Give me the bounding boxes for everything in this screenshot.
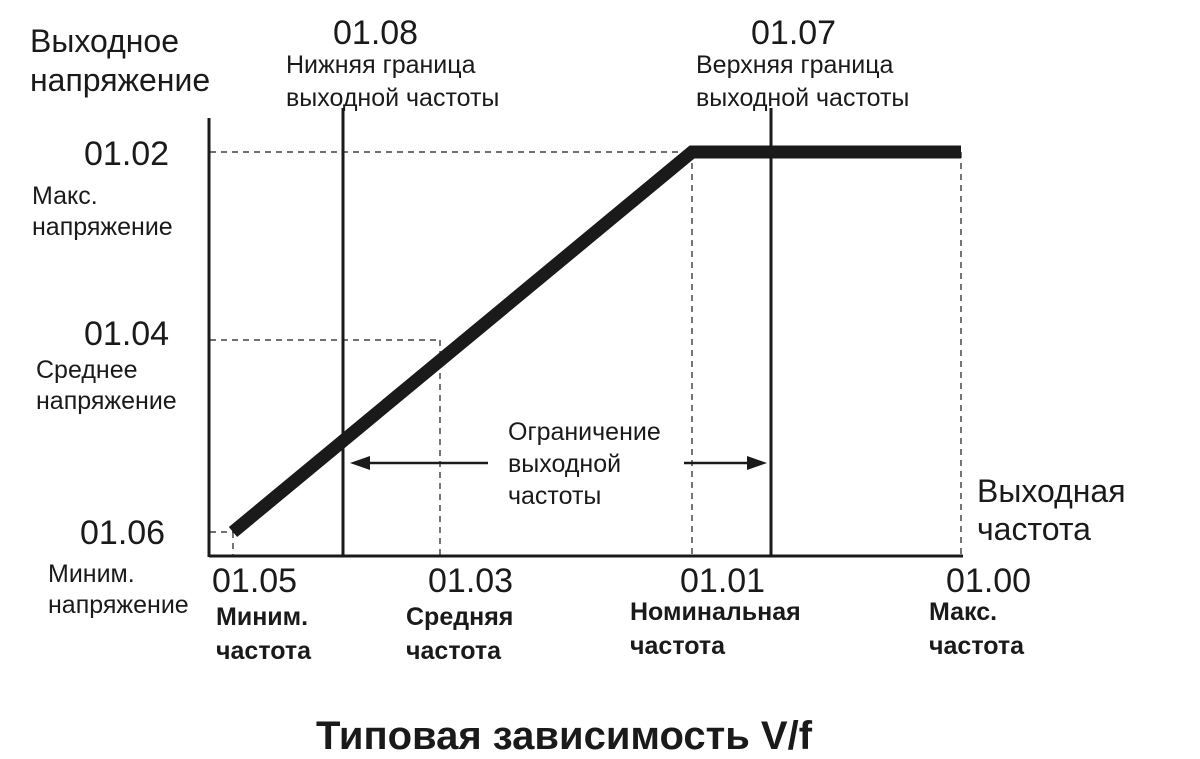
mid-frequency-label-line-2: частота [406, 637, 502, 665]
y-axis-title: Выходное напряжение [30, 23, 210, 98]
limit-range-label-line-1: Ограничение [508, 418, 661, 446]
guide-lines [210, 151, 962, 556]
max-frequency-code: 01.00 [946, 562, 1031, 600]
max-voltage-label-line-2: напряжение [32, 213, 173, 241]
base-frequency-label-line-1: Номинальная [630, 598, 801, 626]
mid-frequency-code: 01.03 [428, 562, 513, 600]
min-voltage-label: Миним. напряжение [48, 560, 189, 619]
max-frequency-label-line-2: частота [929, 632, 1025, 660]
lower-limit-code: 01.08 [333, 14, 418, 52]
lower-limit-label-line-1: Нижняя граница [286, 51, 476, 79]
limit-range-label-line-2: выходной [508, 450, 621, 478]
mid-voltage-label-line-1: Среднее [36, 356, 138, 384]
mid-voltage-code: 01.04 [84, 315, 169, 353]
min-frequency-label-line-1: Миним. [216, 603, 308, 631]
limit-range-arrows [350, 456, 767, 470]
max-frequency-label: Макс. частота [929, 598, 1025, 660]
base-frequency-code: 01.01 [680, 562, 765, 600]
x-axis-title-line-1: Выходная [977, 473, 1126, 509]
min-voltage-label-line-1: Миним. [48, 560, 135, 588]
min-frequency-label-line-2: частота [216, 637, 312, 665]
min-frequency-label: Миним. частота [216, 603, 315, 665]
min-frequency-code: 01.05 [212, 562, 297, 600]
max-voltage-label-line-1: Макс. [32, 182, 98, 210]
right-arrow-head [747, 456, 767, 470]
lower-limit-label-line-2: выходной частоты [286, 84, 499, 112]
max-voltage-code: 01.02 [84, 135, 169, 173]
mid-voltage-label: Среднее напряжение [36, 356, 177, 415]
mid-voltage-label-line-2: напряжение [36, 387, 177, 415]
upper-limit-label-line-2: выходной частоты [696, 84, 909, 112]
y-axis-title-line-1: Выходное [30, 23, 179, 59]
mid-frequency-label-line-1: Средняя [406, 603, 513, 631]
base-frequency-label: Номинальная частота [630, 598, 808, 660]
lower-limit-label: Нижняя граница выходной частоты [286, 51, 499, 112]
limit-range-label: Ограничение выходной частоты [508, 418, 668, 510]
limit-range-label-line-3: частоты [508, 482, 601, 510]
left-arrow-head [350, 456, 370, 470]
mid-frequency-label: Средняя частота [406, 603, 520, 665]
min-voltage-code: 01.06 [80, 514, 165, 552]
x-axis-title-line-2: частота [977, 511, 1091, 547]
upper-limit-label: Верхняя граница выходной частоты [696, 51, 909, 112]
min-voltage-label-line-2: напряжение [48, 591, 189, 619]
x-axis-title: Выходная частота [977, 473, 1134, 547]
base-frequency-label-line-2: частота [630, 632, 726, 660]
max-frequency-label-line-1: Макс. [929, 598, 997, 626]
vf-curve [228, 145, 961, 538]
upper-limit-code: 01.07 [751, 14, 836, 52]
y-axis-title-line-2: напряжение [30, 62, 210, 98]
max-voltage-label: Макс. напряжение [32, 182, 173, 241]
upper-limit-label-line-1: Верхняя граница [696, 51, 894, 79]
diagram-caption: Типовая зависимость V/f [316, 714, 813, 758]
